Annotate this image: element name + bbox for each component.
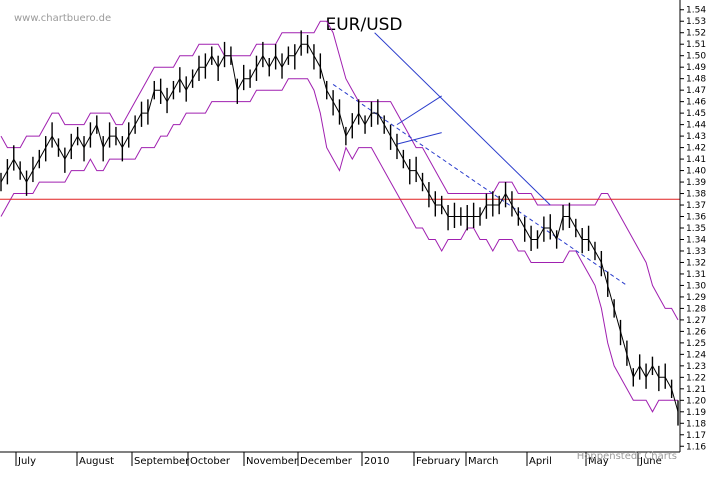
y-tick-label: 1.18 xyxy=(686,419,706,429)
y-tick-label: 1.22 xyxy=(686,373,706,383)
chart-title: EUR/USD xyxy=(325,15,402,35)
x-tick-label: May xyxy=(588,456,609,467)
lower-band-line xyxy=(0,78,678,413)
y-tick-label: 1.43 xyxy=(686,132,706,142)
y-tick-label: 1.54 xyxy=(686,6,706,16)
plot-area xyxy=(0,4,680,452)
y-tick-label: 1.42 xyxy=(686,144,706,154)
y-tick-label: 1.40 xyxy=(686,167,706,177)
y-tick-label: 1.41 xyxy=(686,155,706,165)
y-tick-label: 1.39 xyxy=(686,178,706,188)
y-tick-label: 1.34 xyxy=(686,235,706,245)
y-tick-label: 1.33 xyxy=(686,247,706,257)
x-tick-label: September xyxy=(134,456,190,467)
y-tick-label: 1.46 xyxy=(686,98,706,108)
y-axis-ticks: 1.541.53 1.521.51 1.501.49 1.481.47 1.461.45… xyxy=(680,6,706,452)
y-tick-label: 1.27 xyxy=(686,316,706,326)
price-bars xyxy=(0,30,679,426)
axes xyxy=(0,0,681,453)
trendlines xyxy=(332,32,628,286)
y-tick-label: 1.51 xyxy=(686,40,706,50)
x-tick-label: December xyxy=(300,456,353,467)
trendline-1 xyxy=(374,32,551,206)
y-tick-label: 1.37 xyxy=(686,201,706,211)
x-tick-label: August xyxy=(79,456,114,467)
watermark-bottom: Hoppenstedt Charts xyxy=(577,451,677,462)
y-tick-label: 1.38 xyxy=(686,190,706,200)
y-tick-label: 1.44 xyxy=(686,121,706,131)
x-tick-label: June xyxy=(639,456,662,467)
y-tick-label: 1.26 xyxy=(686,327,706,337)
y-tick-label: 1.29 xyxy=(686,293,706,303)
y-tick-label: 1.31 xyxy=(686,270,706,280)
trendline-3 xyxy=(396,132,442,145)
y-tick-label: 1.24 xyxy=(686,350,706,360)
y-tick-label: 1.47 xyxy=(686,86,706,96)
y-tick-label: 1.16 xyxy=(686,442,706,452)
x-axis-labels: July August September October November Decemb… xyxy=(15,452,662,467)
y-tick-label: 1.35 xyxy=(686,224,706,234)
x-tick-label: October xyxy=(190,456,231,467)
upper-band-line xyxy=(0,20,679,321)
x-tick-label: 2010 xyxy=(364,456,389,467)
y-tick-label: 1.19 xyxy=(686,408,706,418)
y-tick-label: 1.28 xyxy=(686,304,706,314)
x-tick-label: November xyxy=(246,456,299,467)
y-tick-label: 1.50 xyxy=(686,52,706,62)
y-tick-label: 1.36 xyxy=(686,213,706,223)
y-tick-label: 1.53 xyxy=(686,17,706,27)
y-tick-label: 1.25 xyxy=(686,339,706,349)
x-tick-label: July xyxy=(17,456,36,467)
y-tick-label: 1.48 xyxy=(686,75,706,85)
x-tick-label: February xyxy=(416,456,460,467)
y-tick-label: 1.30 xyxy=(686,281,706,291)
bollinger-bands xyxy=(0,20,679,413)
y-tick-label: 1.23 xyxy=(686,362,706,372)
trendline-4 xyxy=(332,83,628,286)
x-tick-label: April xyxy=(529,456,552,467)
y-tick-label: 1.20 xyxy=(686,396,706,406)
y-tick-label: 1.17 xyxy=(686,431,706,441)
trendline-2 xyxy=(396,95,442,126)
y-tick-label: 1.52 xyxy=(686,29,706,39)
price-close-line xyxy=(0,43,679,412)
x-tick-label: March xyxy=(468,456,498,467)
y-tick-label: 1.21 xyxy=(686,385,706,395)
y-tick-label: 1.32 xyxy=(686,258,706,268)
y-tick-label: 1.49 xyxy=(686,63,706,73)
y-tick-label: 1.45 xyxy=(686,109,706,119)
watermark-top: www.chartbuero.de xyxy=(14,13,111,24)
